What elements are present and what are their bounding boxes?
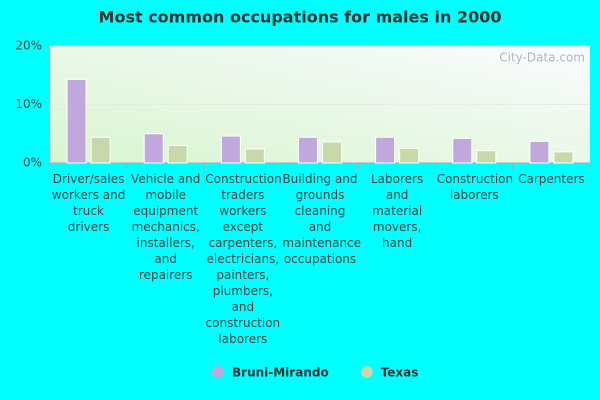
bar: [66, 78, 87, 164]
bar: [476, 150, 497, 164]
bar: [244, 148, 265, 164]
legend-swatch: [212, 366, 224, 378]
x-tick-label: Carpenters: [518, 172, 585, 186]
bar: [90, 136, 111, 164]
x-tick-label: Building and grounds cleaning and mainte…: [282, 172, 362, 266]
bar: [220, 135, 241, 164]
legend-label: Bruni-Mirando: [232, 366, 329, 380]
x-tick-label: Laborers and material movers, hand: [371, 172, 424, 250]
x-tick-label: Vehicle and mobile equipment mechanics, …: [131, 172, 201, 282]
x-tick-label: Driver/sales workers and truck drivers: [51, 172, 126, 234]
legend-label: Texas: [381, 366, 419, 380]
y-tick-label: 0%: [23, 156, 42, 170]
legend-swatch: [360, 366, 373, 378]
bar: [553, 151, 574, 164]
x-tick-label: Construction traders workers except carp…: [205, 172, 282, 346]
y-tick-label: 20%: [15, 39, 42, 53]
bar: [452, 137, 473, 164]
y-tick-label: 10%: [15, 97, 42, 111]
bar: [529, 140, 550, 164]
bar: [143, 133, 164, 164]
bar: [322, 141, 342, 164]
bar: [375, 136, 396, 164]
bar: [399, 147, 420, 164]
bar: [298, 136, 318, 164]
x-tick-label: Construction laborers: [436, 172, 514, 202]
bar: [167, 144, 188, 164]
chart-title: Most common occupations for males in 200…: [99, 8, 502, 27]
watermark: City-Data.com: [499, 51, 585, 65]
